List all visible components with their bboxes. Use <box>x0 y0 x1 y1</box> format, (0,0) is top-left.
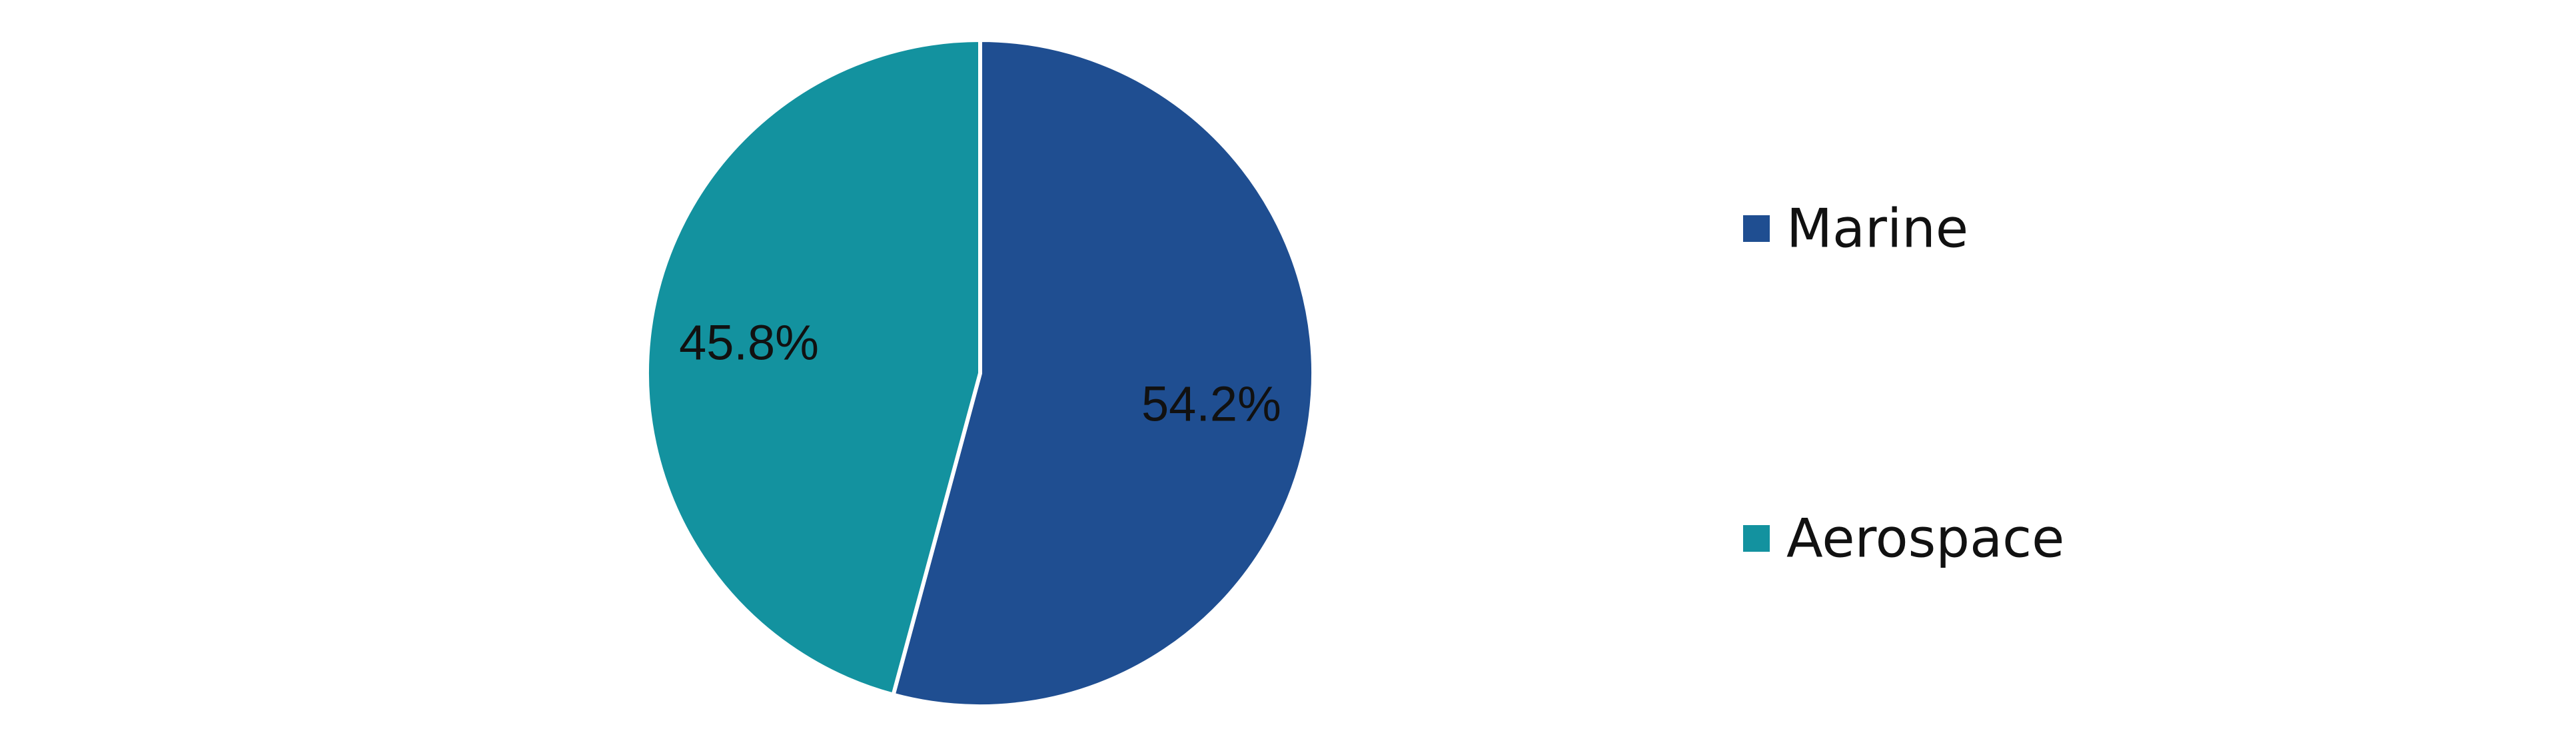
pie-slice-aerospace <box>645 38 982 697</box>
data-label-marine: 54.2% <box>1141 376 1281 432</box>
legend-label-marine: Marine <box>1786 198 1968 260</box>
legend-item-marine: Marine <box>1743 198 1968 260</box>
legend-item-aerospace: Aerospace <box>1743 508 2064 570</box>
legend-swatch-marine <box>1743 215 1770 242</box>
pie-slice-marine <box>891 38 1315 708</box>
legend-swatch-aerospace <box>1743 525 1770 552</box>
pie-slice-labels: 54.2% 45.8% <box>679 315 1281 431</box>
pie-slices <box>645 38 1315 708</box>
legend: Marine Aerospace <box>1743 198 2064 570</box>
legend-label-aerospace: Aerospace <box>1786 508 2064 570</box>
data-label-aerospace: 45.8% <box>679 315 819 370</box>
